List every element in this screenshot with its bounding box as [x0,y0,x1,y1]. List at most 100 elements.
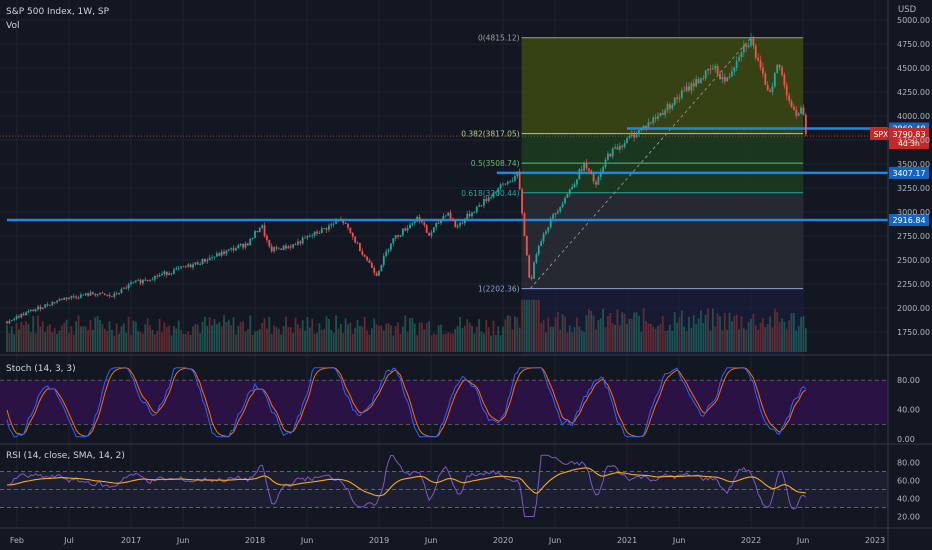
candle-body [118,293,120,295]
candle-body [361,251,364,255]
volume-bar [785,328,788,352]
candle-body [752,36,755,46]
volume-bar [182,334,185,352]
volume-bar [208,316,211,352]
volume-bar [213,319,216,352]
volume-bar [537,299,540,352]
volume-bar [313,333,316,352]
volume-bar [759,322,762,352]
volume-bar [468,322,471,352]
candle-body [614,147,616,149]
candle-body [168,273,171,276]
volume-bar [142,333,144,352]
price-tick-label: 5000.00 [897,16,930,25]
volume-bar [168,325,171,352]
candle-body [700,78,702,84]
candle-body [602,167,605,172]
volume-bar [382,330,385,352]
candle-body [373,267,376,273]
volume-bar [44,332,47,352]
volume-bar [318,323,321,352]
candle-body [764,73,767,86]
volume-bar [742,327,745,352]
candle-body [184,266,187,268]
volume-bar [506,315,509,352]
candle-body [134,280,137,283]
stoch-tick-label: 80.00 [897,376,920,385]
candle-body [27,311,30,313]
volume-bar [32,315,35,352]
volume-bar [223,315,225,352]
candle-body [225,250,228,254]
volume-bar [18,329,20,352]
candle-body [437,223,440,224]
candle-body [542,233,545,242]
candle-body [673,97,676,105]
spx-symbol-badge [870,128,892,140]
rsi-tick-label: 80.00 [897,459,920,468]
time-tick-label: 2017 [121,536,141,545]
volume-bar [571,332,574,352]
candle-body [456,225,459,228]
volume-bar [394,325,397,352]
volume-bar [418,322,421,352]
candle-body [754,45,757,58]
volume-bar [416,335,419,352]
candle-body [561,203,564,208]
candle-body [454,220,457,228]
volume-bar [654,329,657,352]
candle-body [475,206,478,213]
candle-body [320,228,323,234]
candle-body [304,237,306,239]
volume-bar [535,299,538,352]
candle-body [254,231,256,238]
candle-body [604,159,607,168]
candle-body [549,218,552,228]
volume-bar [63,322,66,352]
volume-bar [680,310,683,352]
candle-body [661,113,664,115]
candle-body [239,243,242,246]
volume-bar [502,326,504,352]
candle-body [308,236,311,237]
volume-bar [275,327,278,352]
chart-title: S&P 500 Index, 1W, SP [6,7,110,17]
volume-bar [633,312,636,352]
candle-body [440,219,442,224]
volume-bar [361,326,364,352]
candle-body [683,90,686,92]
price-tick-label: 3250.00 [897,184,930,193]
volume-bar [68,332,70,352]
price-tick-label: 2000.00 [897,304,930,313]
price-label-badge [889,166,929,179]
volume-bar [409,317,411,352]
candle-body [251,237,254,239]
volume-bar [511,329,514,352]
time-tick-label: 2018 [245,536,265,545]
candle-body [728,76,731,78]
candle-body [161,273,163,275]
candle-body [742,44,745,53]
volume-bar [280,334,283,352]
volume-bar [714,326,717,352]
volume-bar [53,328,56,352]
candle-body [709,68,712,70]
time-tick-label: Jun [548,536,562,545]
candle-body [49,305,51,306]
candle-body [175,268,178,270]
volume-bar [37,315,39,352]
candle-body [568,189,571,195]
candle-body [192,264,194,268]
volume-bar [628,318,631,352]
volume-bar [373,318,376,352]
candle-body [497,188,500,193]
candle-body [82,294,85,296]
candle-body [6,321,8,324]
candle-body [273,247,275,252]
volume-bar [580,330,583,352]
candle-body [125,287,128,289]
volume-bar [103,328,106,352]
candle-body [113,293,116,297]
